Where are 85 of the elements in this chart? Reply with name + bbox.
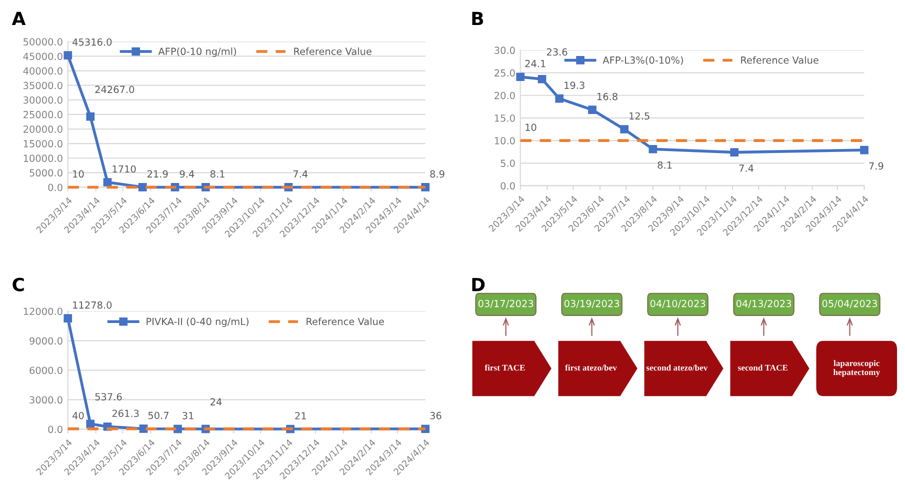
point bbox=[860, 146, 868, 154]
data-label: 8.1 bbox=[210, 170, 224, 178]
y-tick-label: 12000.0 bbox=[24, 308, 62, 316]
point bbox=[538, 74, 546, 84]
data-label: 537.6 bbox=[95, 393, 122, 400]
chart-title: B bbox=[472, 12, 484, 26]
point bbox=[555, 94, 564, 103]
legend-label: Reference Value bbox=[306, 318, 384, 326]
y-tick-label: 0.0 bbox=[500, 182, 515, 190]
y-tick-label: 50000.0 bbox=[24, 38, 62, 46]
y-tick-label: 45000.0 bbox=[23, 52, 62, 60]
data-label: 8.9 bbox=[430, 170, 444, 178]
y-tick-label: 15.0 bbox=[494, 114, 515, 122]
y-tick-label: 3000.0 bbox=[30, 396, 62, 404]
y-tick-label: 5.0 bbox=[500, 160, 515, 167]
data-label: 36 bbox=[430, 412, 442, 420]
legend-label: PIVKA-II (0-40 ng/mL) bbox=[146, 318, 248, 328]
data-label: 12.5 bbox=[630, 112, 650, 120]
data-label: 11278.0 bbox=[73, 301, 112, 309]
point bbox=[86, 420, 95, 428]
point bbox=[588, 106, 596, 114]
data-label: 24267.0 bbox=[95, 86, 134, 94]
y-tick-label: 15000.0 bbox=[24, 140, 62, 148]
y-tick-label: 0.0 bbox=[48, 426, 62, 434]
data-label: 16.8 bbox=[598, 92, 618, 100]
data-label: 7.4 bbox=[739, 164, 754, 172]
y-tick-label: 0.0 bbox=[48, 184, 62, 192]
data-label: 8.1 bbox=[658, 161, 672, 169]
data-label: 40 bbox=[72, 412, 84, 420]
data-label: 9.4 bbox=[180, 170, 194, 178]
y-tick-label: 10000.0 bbox=[24, 154, 62, 162]
legend-label: AFP-L3%(0-10%) bbox=[602, 56, 683, 65]
legend-label: Reference Value bbox=[741, 56, 818, 64]
y-tick-label: 20000.0 bbox=[24, 125, 62, 133]
y-tick-label: 30000.0 bbox=[24, 96, 62, 104]
category-label: first atezo/bev bbox=[565, 364, 617, 371]
y-tick-label: 10.0 bbox=[494, 137, 515, 144]
data-label: 24 bbox=[210, 398, 222, 406]
y-tick-label: 30.0 bbox=[494, 46, 515, 54]
data-label: 7.9 bbox=[869, 162, 884, 170]
data-label: 19.3 bbox=[564, 82, 584, 89]
text: 04/13/2023 bbox=[736, 300, 792, 308]
text: 05/04/2023 bbox=[822, 300, 877, 308]
y-tick-label: 35000.0 bbox=[24, 82, 62, 90]
point bbox=[516, 72, 525, 82]
point bbox=[64, 314, 72, 323]
data-label: 1710 bbox=[112, 165, 136, 173]
data-label: 24.1 bbox=[525, 60, 546, 68]
y-tick-label: 9000.0 bbox=[30, 337, 62, 345]
text: 04/10/2023 bbox=[650, 300, 706, 308]
point bbox=[730, 148, 739, 156]
data-label: 50.7 bbox=[148, 412, 168, 420]
text: 03/17/2023 bbox=[478, 300, 534, 308]
point bbox=[620, 125, 628, 134]
category-label: first TACE bbox=[484, 364, 525, 371]
legend-label: Reference Value bbox=[294, 48, 372, 56]
y-tick-label: 5000.0 bbox=[30, 169, 62, 177]
y-tick-label: 25000.0 bbox=[24, 110, 62, 118]
data-label: 45316.0 bbox=[72, 38, 112, 46]
data-label: 10 bbox=[73, 170, 84, 178]
data-label: 31 bbox=[182, 412, 194, 420]
category-label: laparoscopic hepatectomy bbox=[833, 360, 880, 377]
y-tick-label: 40000.0 bbox=[23, 67, 62, 75]
data-label: 10 bbox=[526, 124, 536, 131]
chart-title: C bbox=[12, 278, 24, 292]
y-tick-label: 25.0 bbox=[494, 69, 515, 77]
data-label: 21 bbox=[295, 412, 306, 420]
chart-title: A bbox=[12, 12, 26, 26]
legend-label: AFP(0-10 ng/ml) bbox=[158, 48, 236, 57]
point bbox=[139, 424, 148, 433]
category-label: second TACE bbox=[738, 364, 788, 371]
category-label: second atezo/bev bbox=[646, 364, 708, 371]
data-label: 7.4 bbox=[293, 170, 308, 178]
y-tick-label: 20.0 bbox=[494, 92, 515, 100]
point bbox=[86, 112, 95, 121]
y-tick-label: 6000.0 bbox=[30, 366, 62, 374]
data-label: 21.9 bbox=[147, 170, 168, 178]
point bbox=[64, 51, 72, 60]
point bbox=[138, 183, 147, 192]
text: 03/19/2023 bbox=[564, 300, 620, 308]
data-label: 23.6 bbox=[546, 48, 568, 56]
text: D bbox=[472, 278, 485, 292]
point bbox=[103, 178, 112, 186]
point bbox=[648, 144, 658, 154]
data-label: 261.3 bbox=[112, 410, 139, 418]
